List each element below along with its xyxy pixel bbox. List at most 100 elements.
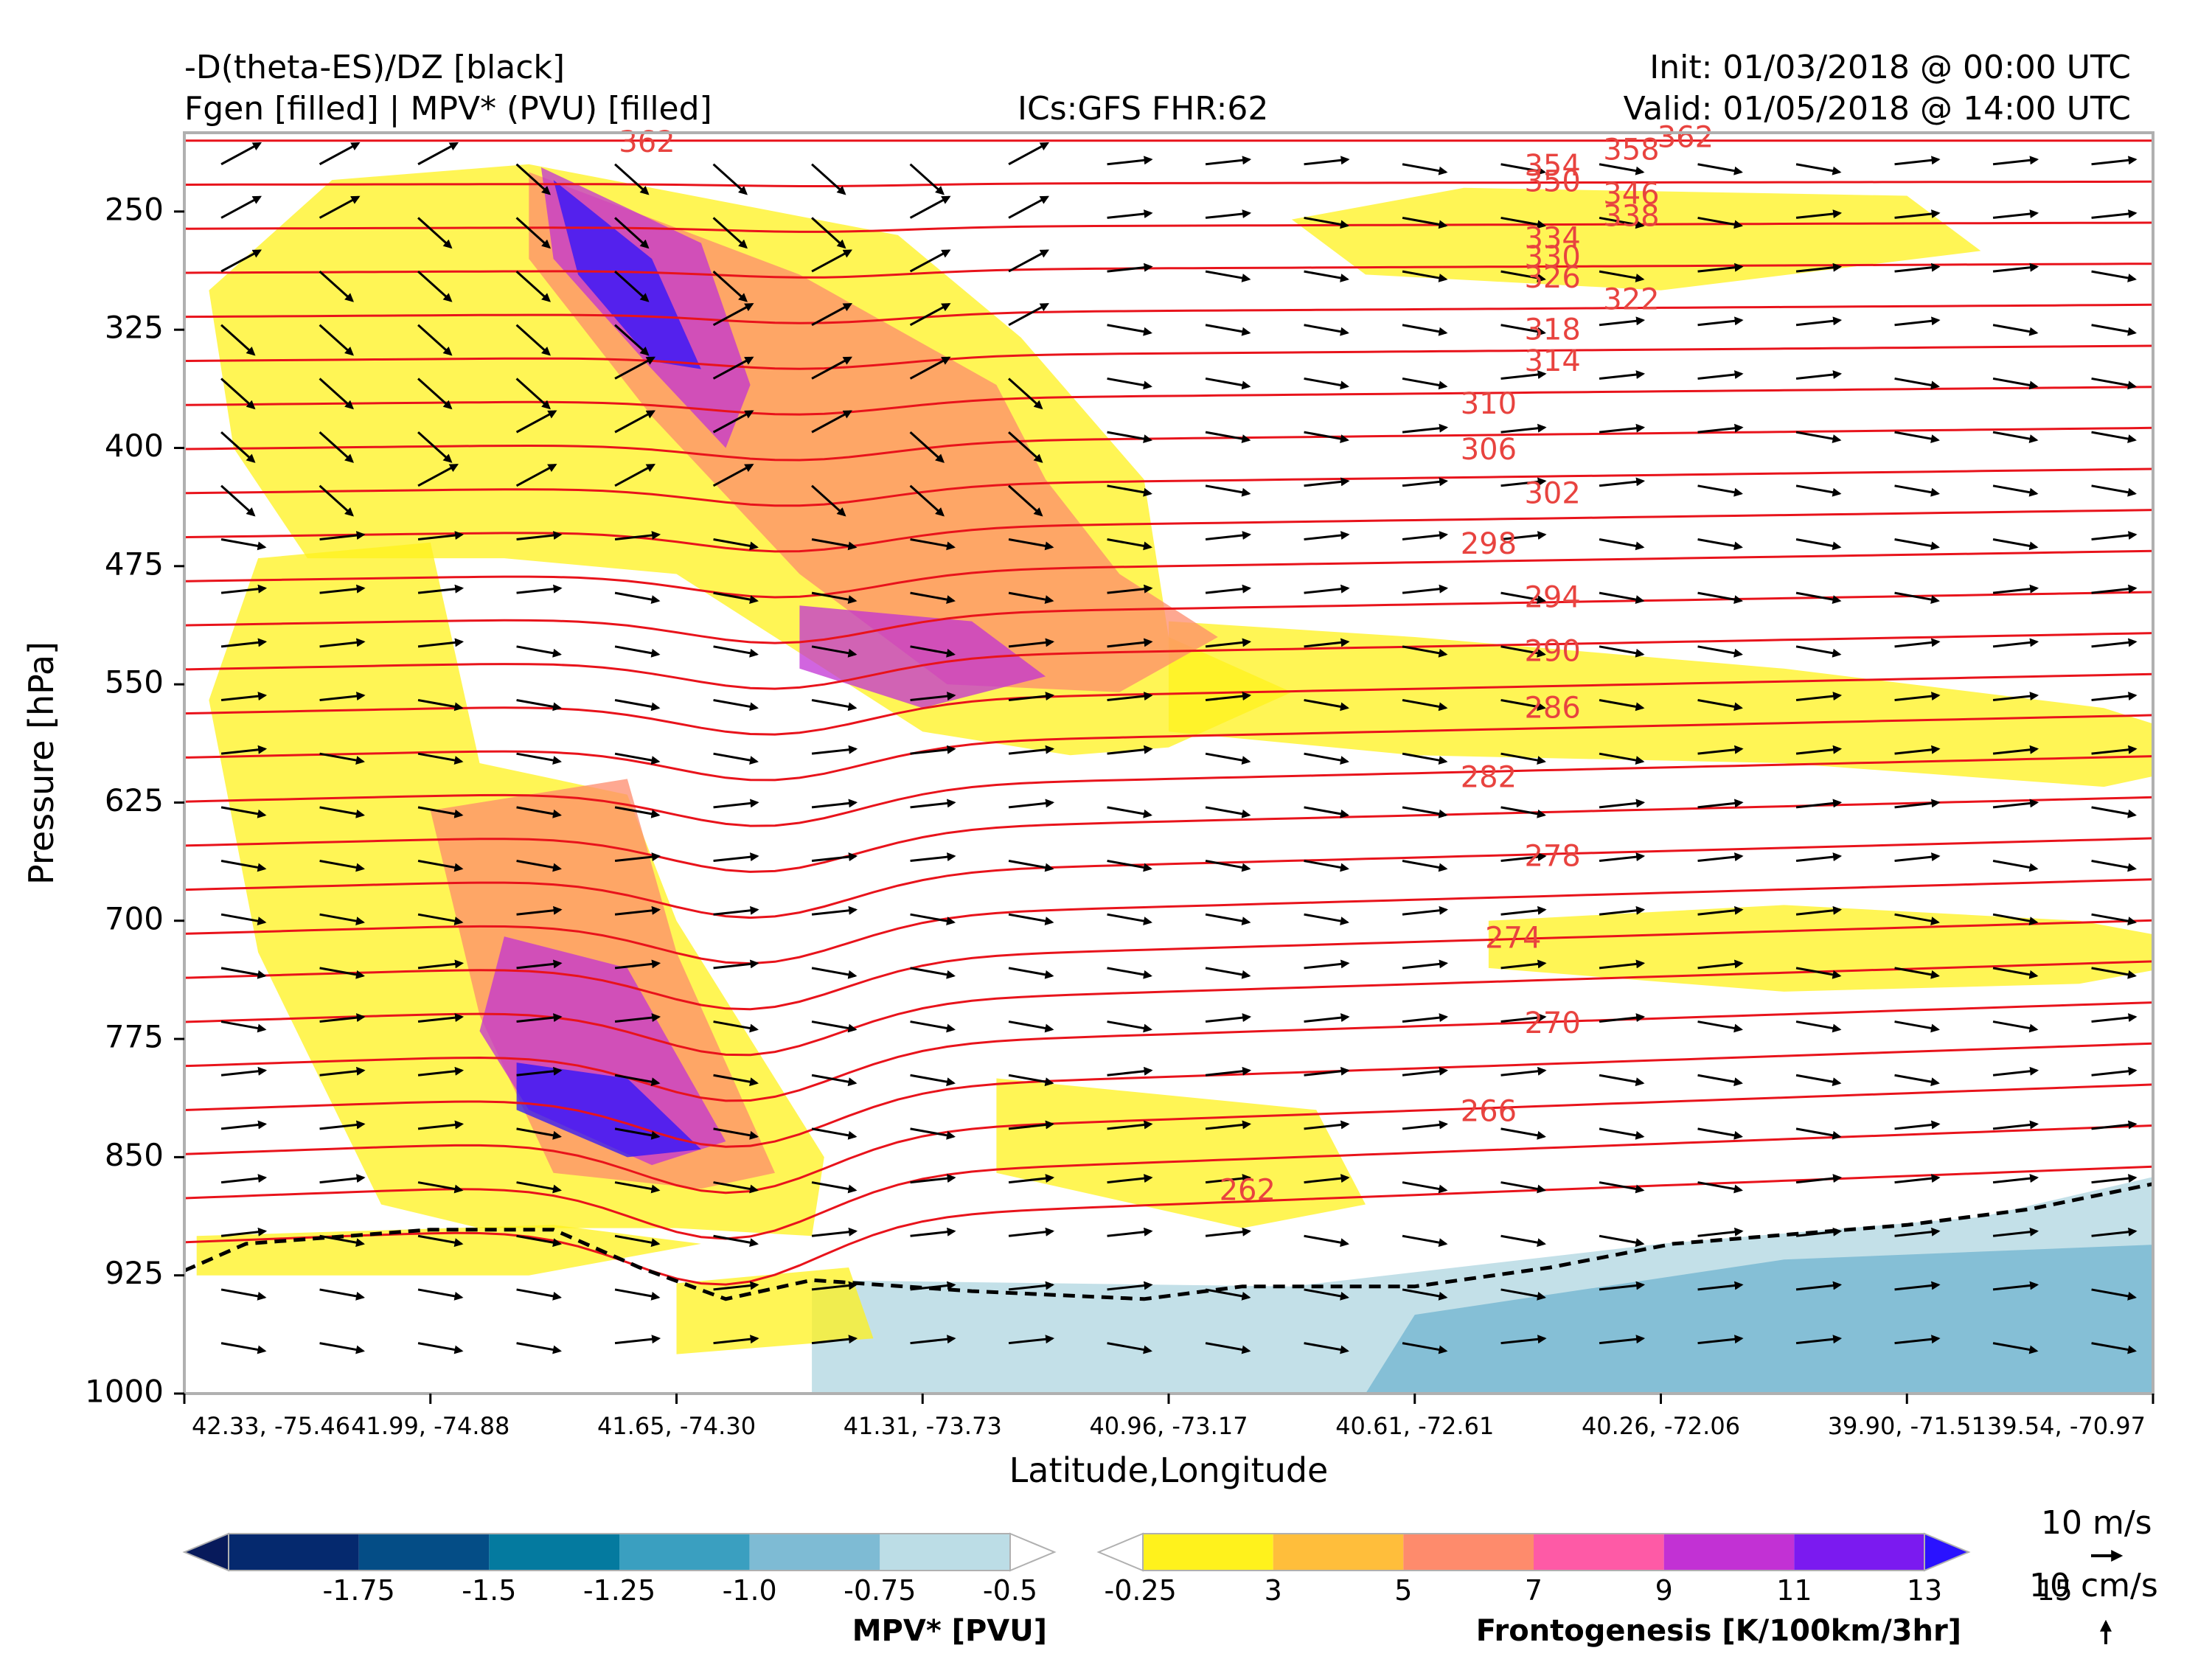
wind-vector-325: [713, 1020, 759, 1033]
wind-vector-233: [1500, 752, 1546, 765]
wind-vector-363: [516, 1127, 562, 1140]
wind-vector-281: [319, 913, 365, 926]
wind-vector-37: [1894, 209, 1941, 219]
wind-vector-96: [1795, 370, 1843, 380]
wind-vector-11: [1304, 156, 1350, 166]
wind-vector-165: [713, 591, 759, 605]
wind-vector-335: [1697, 1020, 1743, 1033]
fgen-region-2: [1169, 621, 2153, 787]
wind-vector-97: [1894, 377, 1940, 390]
wind-vector-22: [417, 217, 453, 249]
wind-vector-187: [910, 645, 956, 658]
x-tick-label-7: 39.90, -71.51: [1828, 1412, 1986, 1440]
header-center: ICs:GFS FHR:62: [1018, 90, 1269, 128]
wind-vector-354: [1599, 1074, 1645, 1087]
wind-vector-349: [1107, 1066, 1153, 1077]
wind-vector-241: [319, 806, 365, 818]
wind-vector-276: [1795, 852, 1843, 863]
wind-vector-107: [909, 431, 945, 463]
wind-vector-416: [1795, 1227, 1843, 1237]
wind-vector-447: [910, 1335, 956, 1345]
wind-vector-197: [1894, 638, 1941, 648]
wind-vector-278: [1992, 860, 2039, 872]
wind-vector-261: [319, 860, 365, 872]
wind-vector-102: [417, 431, 453, 463]
colorbar-1-tick-3: 9: [1655, 1574, 1673, 1607]
wind-vector-204: [614, 699, 661, 712]
wind-vector-159: [2091, 531, 2138, 540]
theta-e-contour-306: [184, 714, 2153, 782]
wind-vector-137: [1894, 484, 1940, 497]
wind-vector-154: [1599, 538, 1645, 551]
colorbar-1-frame: [1142, 1533, 1925, 1571]
wind-vector-315: [1697, 959, 1744, 970]
wind-vector-379: [2091, 1120, 2138, 1130]
theta-e-contour-330: [184, 467, 2153, 507]
wind-vector-450: [1205, 1342, 1251, 1354]
x-axis-label: Latitude,Longitude: [1009, 1450, 1329, 1490]
wind-vector-30: [1205, 209, 1252, 219]
theta-e-contour-354: [184, 221, 2153, 233]
wind-vector-327: [910, 1020, 956, 1033]
wind-vector-120: [220, 484, 256, 517]
wind-vector-177: [1894, 591, 1940, 605]
wind-vector-230: [1205, 752, 1251, 765]
wind-vector-56: [1795, 262, 1843, 273]
wind-vector-277: [1894, 852, 1941, 863]
wind-vector-451: [1304, 1342, 1349, 1354]
colorbar-0-ext-high: [1009, 1532, 1057, 1572]
wind-vector-211: [1304, 699, 1349, 712]
wind-vector-35: [1697, 216, 1743, 229]
theta-e-label-13: 314: [1524, 344, 1580, 378]
wind-vector-265: [713, 852, 759, 863]
wind-vector-353: [1500, 1066, 1547, 1077]
wind-vector-131: [1304, 477, 1350, 487]
wind-vector-47: [909, 249, 951, 273]
colorbar-0-swatch-4: [619, 1534, 750, 1571]
wind-vector-439: [2091, 1288, 2137, 1301]
wind-vector-103: [515, 410, 557, 434]
wind-vector-306: [811, 967, 858, 979]
x-tick-label-6: 40.26, -72.06: [1582, 1412, 1740, 1440]
colorbar-0-tick-4: -0.75: [844, 1574, 916, 1607]
wind-vector-343: [516, 1066, 563, 1077]
stability-line-layer: [184, 1182, 2153, 1301]
y-axis: 250 325 400 475 550 625 700 775 850 925 1000: [85, 191, 184, 1410]
wind-vector-61: [319, 324, 354, 356]
wind-vector-93: [1500, 370, 1547, 380]
wind-vector-198: [1992, 638, 2039, 648]
wind-vector-360: [220, 1120, 268, 1130]
wind-vector-219: [2091, 692, 2138, 701]
wind-vector-127: [909, 484, 945, 517]
wind-vector-357: [1894, 1074, 1940, 1087]
y-tick-label-9: 925: [105, 1255, 164, 1291]
wind-vector-406: [811, 1227, 858, 1237]
wind-vector-15: [1697, 163, 1743, 175]
x-axis: 42.33, -75.46 41.99, -74.88 41.65, -74.30 4…: [183, 1394, 2154, 1440]
wind-vector-234: [1599, 752, 1645, 765]
wind-vector-111: [1304, 431, 1349, 443]
theta-e-contour-302: [184, 755, 2153, 827]
wind-vector-162: [417, 584, 465, 594]
wind-vector-296: [1795, 905, 1843, 916]
theta-e-contour-290: [184, 878, 2153, 965]
wind-vector-350: [1205, 1066, 1252, 1077]
wind-vector-101: [319, 431, 354, 463]
wind-vector-381: [319, 1174, 366, 1184]
theta-e-contour-350: [184, 262, 2153, 279]
wind-vector-155: [1697, 538, 1743, 551]
wind-vector-34: [1599, 216, 1645, 229]
y-axis-label: Pressure [hPa]: [21, 641, 61, 885]
wind-vector-274: [1599, 852, 1646, 863]
wind-vector-23: [515, 217, 551, 249]
wind-vector-341: [319, 1066, 366, 1077]
wind-vector-389: [1107, 1174, 1153, 1184]
wind-vector-110: [1205, 431, 1251, 443]
wind-vector-355: [1697, 1074, 1743, 1087]
wind-vector-99: [2091, 377, 2137, 390]
wind-vector-452: [1402, 1342, 1448, 1354]
theta-e-label-8: 294: [1524, 581, 1580, 615]
wind-vector-44: [614, 270, 650, 302]
wind-vector-149: [1107, 538, 1152, 551]
stability-dashed-line: [184, 1182, 2153, 1301]
